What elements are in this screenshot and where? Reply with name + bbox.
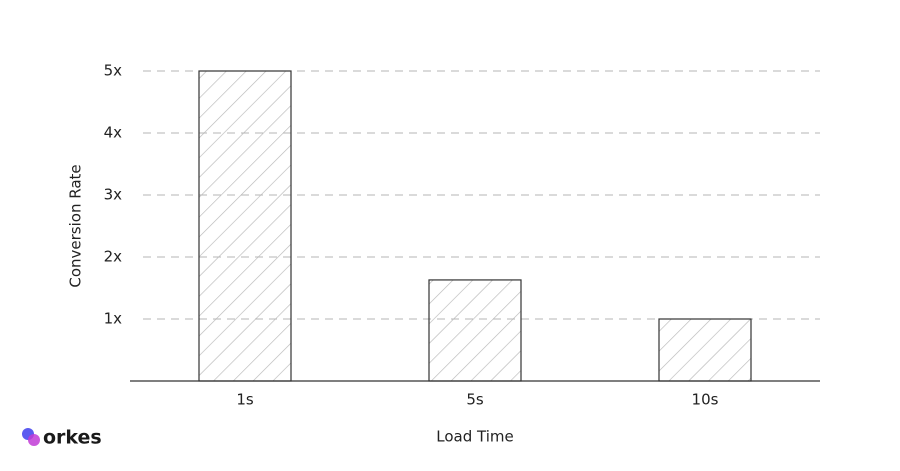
x-axis-label: Load Time	[436, 428, 513, 446]
x-tick-label: 1s	[236, 391, 254, 409]
y-tick-label: 2x	[104, 248, 123, 266]
y-tick-label: 5x	[104, 62, 123, 80]
y-tick-label: 3x	[104, 186, 123, 204]
logo: orkes	[22, 427, 102, 449]
bar	[428, 279, 522, 382]
bar	[658, 318, 752, 382]
logo-icon	[28, 434, 40, 446]
x-tick-label: 5s	[466, 391, 484, 409]
bars	[198, 70, 752, 382]
logo-text: orkes	[43, 427, 102, 449]
y-tick-label: 4x	[104, 124, 123, 142]
y-axis-label: Conversion Rate	[67, 164, 85, 287]
y-tick-label: 1x	[104, 310, 123, 328]
bar	[198, 70, 292, 382]
x-tick-label: 10s	[692, 391, 719, 409]
